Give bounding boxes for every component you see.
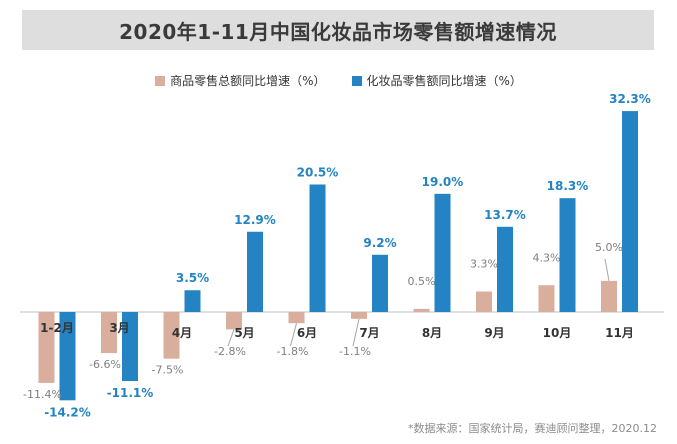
title-bar: 2020年1-11月中国化妆品市场零售额增速情况 (22, 10, 654, 50)
category-label-1: 1-2月 (40, 321, 74, 335)
bar-retail-8 (476, 291, 492, 312)
bar-cosmetics-10 (622, 111, 638, 313)
source-note: *数据来源：国家统计局，赛迪顾问整理，2020.12 (408, 422, 657, 435)
leader-retail-4 (227, 329, 235, 347)
category-label-7: 8月 (422, 326, 442, 340)
data-label-retail-4: -2.8% (214, 345, 246, 358)
bar-cosmetics-9 (559, 198, 576, 312)
category-label-4: 5月 (234, 326, 254, 340)
legend-swatch-cosmetics (351, 75, 362, 86)
leader-retail-6 (352, 318, 360, 347)
category-label-9: 10月 (543, 326, 572, 340)
bar-cosmetics-3 (184, 290, 201, 312)
data-label-cosmetics-3: 3.5% (176, 271, 209, 285)
data-label-retail-5: -1.8% (277, 345, 309, 358)
data-label-retail-10: 5.0% (595, 241, 623, 254)
data-label-cosmetics-1: -14.2% (44, 405, 91, 419)
leader-retail-10 (604, 258, 610, 281)
data-label-retail-6: -1.1% (339, 345, 371, 358)
legend-label-cosmetics: 化妆品零售额同比增速（%） (366, 74, 522, 88)
data-label-retail-9: 4.3% (533, 251, 561, 264)
data-label-cosmetics-9: 18.3% (547, 179, 589, 193)
legend: 商品零售总额同比增速（%） 化妆品零售额同比增速（%） (0, 72, 677, 89)
data-label-retail-3: -7.5% (152, 364, 184, 377)
data-label-cosmetics-4: 12.9% (234, 213, 276, 227)
data-label-cosmetics-10: 32.3% (609, 92, 651, 106)
bar-retail-6 (351, 312, 367, 319)
legend-swatch-retail (155, 75, 166, 86)
bar-cosmetics-1 (59, 312, 76, 401)
chart-title: 2020年1-11月中国化妆品市场零售额增速情况 (119, 19, 557, 44)
bar-retail-9 (538, 285, 555, 312)
bar-cosmetics-7 (434, 193, 451, 312)
data-label-cosmetics-7: 19.0% (422, 175, 464, 189)
bar-cosmetics-4 (247, 231, 263, 312)
category-label-6: 7月 (359, 326, 379, 340)
category-label-10: 11月 (605, 326, 634, 340)
data-label-retail-1: -11.4% (23, 388, 62, 401)
category-label-2: 3月 (109, 321, 129, 335)
data-label-retail-7: 0.5% (408, 275, 436, 288)
bar-retail-3 (163, 312, 180, 359)
data-label-cosmetics-8: 13.7% (484, 208, 526, 222)
bar-cosmetics-2 (122, 312, 138, 382)
bar-retail-4 (226, 312, 242, 330)
bar-retail-5 (288, 312, 305, 324)
category-label-3: 4月 (172, 326, 192, 340)
category-label-8: 9月 (484, 326, 504, 340)
data-label-cosmetics-5: 20.5% (297, 165, 339, 179)
bar-retail-1 (38, 312, 55, 383)
bar-cosmetics-8 (497, 226, 513, 312)
leader-retail-5 (290, 323, 297, 347)
legend-item-cosmetics: 化妆品零售额同比增速（%） (351, 72, 522, 89)
data-label-retail-2: -6.6% (89, 358, 121, 371)
bar-retail-10 (601, 280, 617, 312)
data-label-retail-8: 3.3% (470, 257, 498, 270)
legend-label-retail: 商品零售总额同比增速（%） (170, 74, 326, 88)
bar-retail-7 (413, 308, 430, 312)
bar-retail-2 (101, 312, 117, 354)
bar-cosmetics-6 (372, 254, 388, 312)
data-label-cosmetics-2: -11.1% (107, 386, 154, 400)
data-label-cosmetics-6: 9.2% (363, 236, 396, 250)
legend-item-retail: 商品零售总额同比增速（%） (155, 72, 326, 89)
category-label-5: 6月 (297, 326, 317, 340)
bar-cosmetics-5 (309, 184, 326, 312)
